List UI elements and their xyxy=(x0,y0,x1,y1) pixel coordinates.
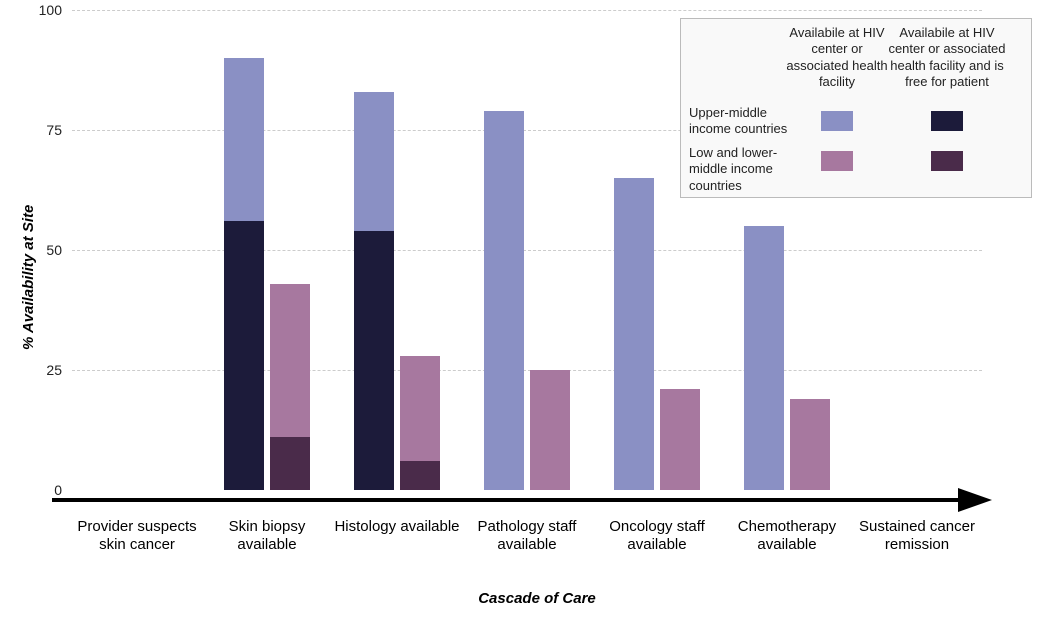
gridline xyxy=(72,250,982,251)
bar-umic-free xyxy=(354,231,394,490)
chart-container: % Availability at Site 0255075100 Provid… xyxy=(0,0,1050,639)
legend-row-label: Low and lower-middle income countries xyxy=(689,145,809,194)
x-category-label: Provider suspects skin cancer xyxy=(74,518,200,554)
bar-umic-avail xyxy=(484,111,524,490)
legend: Availabile at HIV center or associated h… xyxy=(680,18,1032,198)
bar-umic-free xyxy=(224,221,264,490)
legend-swatch xyxy=(931,111,963,131)
bar-umic-avail xyxy=(614,178,654,490)
x-category-label: Skin biopsy available xyxy=(204,518,330,554)
x-category-label: Histology available xyxy=(334,518,460,536)
legend-swatch xyxy=(821,151,853,171)
legend-row-label: Upper-middle income countries xyxy=(689,105,809,138)
x-category-label: Pathology staff available xyxy=(464,518,590,554)
gridline xyxy=(72,370,982,371)
gridline xyxy=(72,10,982,11)
x-axis-title: Cascade of Care xyxy=(437,590,637,607)
bar-umic-avail xyxy=(744,226,784,490)
y-tick-label: 75 xyxy=(46,122,72,138)
y-axis-label: % Availability at Site xyxy=(20,205,37,350)
legend-column-header: Availabile at HIV center or associated h… xyxy=(887,25,1007,90)
x-axis-title-text: Cascade of Care xyxy=(478,590,596,607)
y-tick-label: 25 xyxy=(46,362,72,378)
legend-swatch xyxy=(931,151,963,171)
x-category-label: Chemotherapy available xyxy=(724,518,850,554)
y-axis-label-text: % Availability at Site xyxy=(20,205,37,350)
legend-column-header: Availabile at HIV center or associated h… xyxy=(782,25,892,90)
y-tick-label: 50 xyxy=(46,242,72,258)
x-category-label: Oncology staff available xyxy=(594,518,720,554)
y-tick-label: 100 xyxy=(39,2,72,18)
legend-swatch xyxy=(821,111,853,131)
x-category-label: Sustained cancer remission xyxy=(854,518,980,554)
